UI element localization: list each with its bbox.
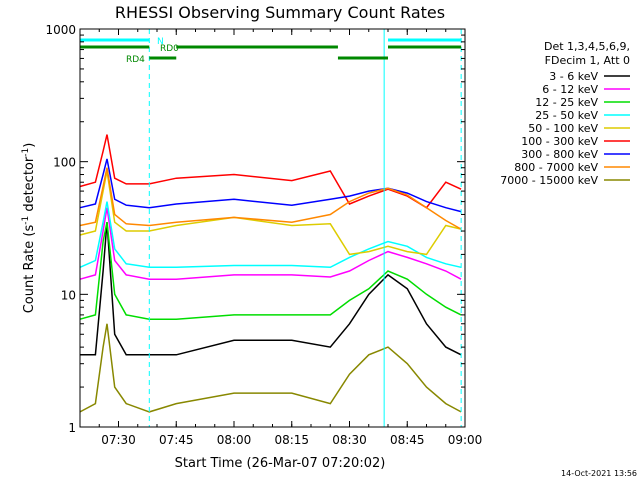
legend-label-2: 12 - 25 keV [535, 96, 598, 109]
y-tick-label-3: 1000 [45, 23, 76, 37]
y-axis-label: Count Rate (s-1 detector-1) [21, 143, 37, 314]
series-line-7 [79, 167, 462, 230]
y-tick-label-2: 100 [53, 156, 76, 170]
legend-label-3: 25 - 50 keV [535, 109, 598, 122]
x-tick-label-4: 08:30 [332, 433, 367, 447]
legend-label-0: 3 - 6 keV [549, 70, 598, 83]
series-line-5 [79, 134, 462, 209]
flag-label-n: N [157, 37, 164, 47]
y-axis: 1 10 100 1000 [45, 23, 465, 435]
x-tick-label-5: 08:45 [390, 433, 425, 447]
legend-label-4: 50 - 100 keV [528, 122, 598, 135]
plot-frame [79, 28, 466, 428]
x-axis-label: Start Time (26-Mar-07 07:20:02) [175, 456, 386, 471]
legend-header-2: FDecim 1, Att 0 [545, 54, 630, 67]
series-line-1 [79, 207, 462, 280]
x-tick-label-2: 08:00 [217, 433, 252, 447]
series-line-6 [79, 158, 462, 213]
series-line-8 [79, 323, 462, 413]
footer-date: 14-Oct-2021 13:56 [561, 469, 637, 478]
legend-label-8: 7000 - 15000 keV [500, 174, 598, 187]
x-tick-label-3: 08:15 [274, 433, 309, 447]
y-tick-label-0: 1 [68, 421, 76, 435]
series-line-2 [79, 222, 462, 320]
legend-label-5: 100 - 300 keV [521, 135, 598, 148]
x-tick-label-6: 09:00 [448, 433, 483, 447]
legend-header-1: Det 1,3,4,5,6,9, [544, 40, 630, 53]
series-line-3 [79, 201, 462, 269]
legend: Det 1,3,4,5,6,9, FDecim 1, Att 0 3 - 6 k… [500, 40, 630, 187]
flag-label-rd0: RD0 [160, 44, 179, 54]
x-tick-label-0: 07:30 [101, 433, 136, 447]
y-tick-label-1: 10 [61, 288, 76, 302]
flag-label-rd4: RD4 [126, 55, 145, 65]
x-tick-label-1: 07:45 [159, 433, 194, 447]
series-line-0 [80, 222, 462, 356]
legend-label-6: 300 - 800 keV [521, 148, 598, 161]
legend-label-7: 800 - 7000 keV [514, 161, 598, 174]
legend-label-1: 6 - 12 keV [542, 83, 598, 96]
x-axis: 07:30 07:45 08:00 08:15 08:30 08:45 09:00 [79, 29, 483, 447]
chart-title: RHESSI Observing Summary Count Rates [115, 3, 445, 22]
